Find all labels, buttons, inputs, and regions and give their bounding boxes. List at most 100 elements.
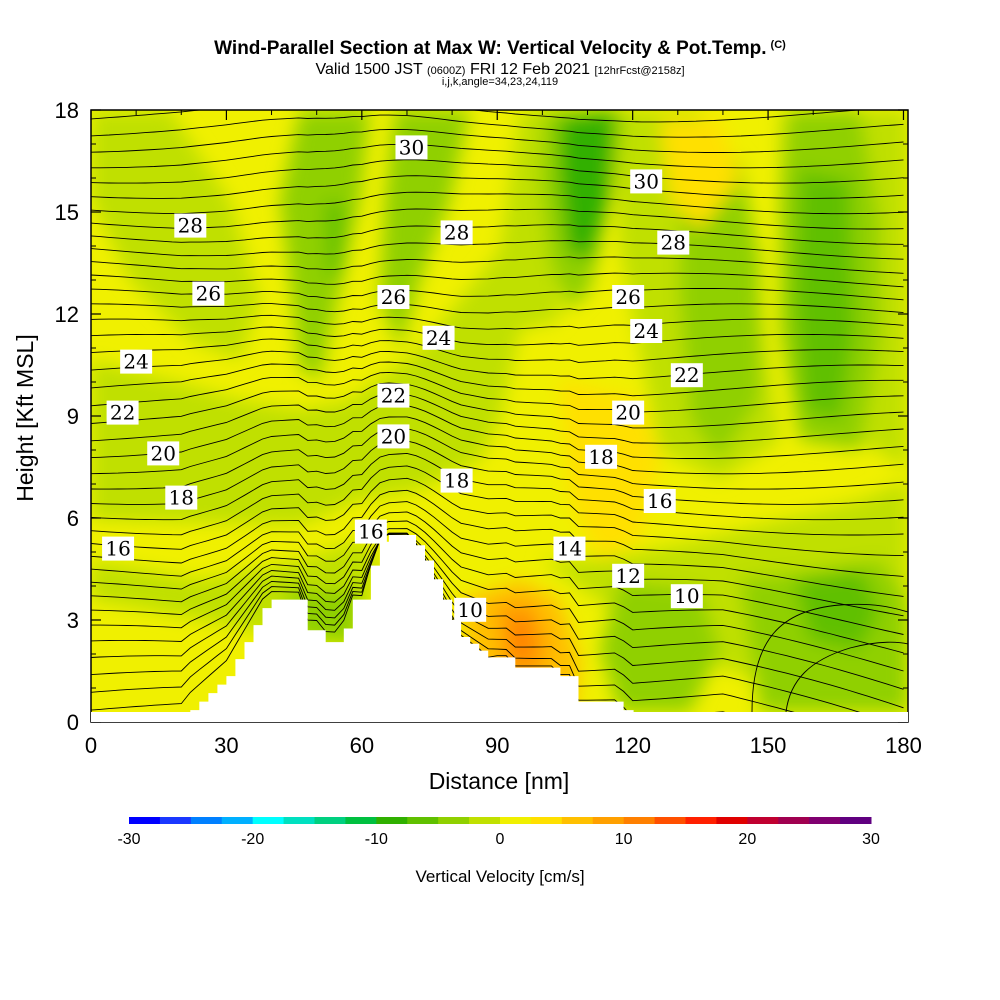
contour-label-box	[612, 400, 645, 425]
x-tick-label: 120	[614, 733, 651, 758]
contour-label-box	[120, 349, 153, 374]
contour-label-box	[612, 285, 645, 309]
isentrope-line	[91, 256, 904, 274]
colorbar-swatch	[252, 817, 285, 824]
below-ground-band	[91, 712, 908, 722]
contour-label: 12	[615, 564, 640, 588]
isentrope-line	[91, 371, 904, 413]
copyright-mark: (C)	[770, 39, 786, 51]
grid-info: i,j,k,angle=34,23,24,119	[441, 76, 559, 88]
x-tick-label: 180	[885, 733, 922, 758]
isentrope-line	[91, 382, 904, 429]
contour-label: 24	[633, 319, 658, 343]
contour-label: 26	[615, 285, 640, 309]
contour-label: 14	[557, 537, 582, 561]
colorbar-tick-label: -10	[365, 831, 388, 848]
contour-label-box	[657, 230, 690, 255]
contour-label-box	[630, 169, 663, 194]
isentrope-line	[91, 240, 904, 260]
isentrope-line	[91, 114, 904, 138]
isentrope-line	[91, 520, 904, 635]
isentrope-line	[91, 532, 904, 709]
isentrope-line	[91, 224, 904, 245]
contour-label: 10	[674, 584, 699, 608]
contour-label: 18	[169, 486, 194, 510]
valid-utc: (0600Z)	[426, 65, 466, 77]
isentrope-line	[91, 175, 904, 199]
isentrope-line	[91, 532, 726, 712]
contour-label-box	[454, 597, 487, 622]
colorbar-swatch	[592, 817, 625, 824]
colorbar-swatch	[376, 817, 408, 824]
contour-label: 26	[381, 285, 406, 309]
colorbar-swatch	[778, 817, 810, 824]
contour-label: 16	[105, 537, 130, 561]
forecast-info: [12hrFcst@2158z]	[594, 65, 685, 77]
isentrope-line	[91, 477, 904, 557]
isentrope-line	[91, 465, 904, 536]
contour-label-box	[630, 319, 663, 343]
contour-label: 24	[426, 326, 451, 350]
contour-label: 18	[444, 469, 469, 493]
contour-label: 22	[110, 401, 135, 425]
colorbar-swatch	[809, 817, 841, 824]
isentrope-line	[91, 191, 904, 215]
colorbar-tick-label: 30	[862, 831, 880, 848]
colorbar-swatch	[561, 817, 594, 824]
y-tick-label: 3	[67, 608, 79, 633]
isentrope-line	[751, 603, 908, 712]
isentrope-line	[91, 440, 904, 505]
colorbar-swatch	[500, 817, 532, 824]
y-tick-label: 18	[55, 98, 79, 123]
contour-label-box	[422, 325, 455, 350]
contour-label-box	[102, 536, 135, 561]
colorbar-swatch	[345, 817, 377, 824]
chart-subtitle: Valid 1500 JST (0600Z) FRI 12 Feb 2021 […	[0, 61, 1000, 79]
colorbar-label: Vertical Velocity [cm/s]	[415, 867, 584, 886]
x-tick-label: 150	[750, 733, 787, 758]
colorbar-swatch	[407, 817, 439, 824]
terrain	[190, 535, 634, 724]
colorbar-swatch	[221, 817, 254, 824]
contour-label: 20	[381, 424, 406, 448]
colorbar-swatch	[190, 817, 223, 824]
contour-label-box	[174, 213, 207, 238]
isentrope-line	[91, 532, 861, 712]
contour-label: 30	[399, 135, 424, 159]
contour-label: 16	[647, 489, 672, 513]
colorbar-tick-label: 10	[615, 831, 633, 848]
colorbar-swatch	[314, 817, 346, 824]
contour-label: 16	[358, 520, 383, 544]
colorbar-swatch	[530, 817, 563, 824]
isentrope-line	[91, 511, 904, 617]
isentrope-line	[91, 532, 795, 712]
x-tick-label: 60	[350, 733, 374, 758]
contour-label-box	[670, 363, 703, 388]
contour-label-box	[395, 135, 428, 160]
isentrope-line	[91, 428, 904, 490]
valid-time: Valid 1500 JST	[315, 61, 423, 78]
contour-label-box	[612, 563, 645, 588]
isentrope-line	[91, 338, 904, 363]
x-tick-label: 0	[85, 733, 97, 758]
isentrope-line	[91, 350, 904, 380]
contour-label: 26	[196, 282, 221, 306]
contour-label-box	[165, 485, 198, 510]
contour-label: 22	[381, 384, 406, 408]
contour-label-box	[440, 468, 473, 493]
contour-label-box	[585, 444, 618, 469]
contour-label-box	[377, 424, 410, 449]
y-tick-label: 6	[67, 506, 79, 531]
contour-label: 28	[661, 231, 686, 255]
y-tick-label: 0	[67, 710, 79, 735]
isentrope-line	[91, 208, 904, 230]
y-axis-label: Height [Kft MSL]	[12, 334, 38, 501]
contour-label: 20	[150, 441, 175, 465]
x-axis-label: Distance [nm]	[429, 768, 570, 794]
contour-label-box	[377, 285, 410, 309]
isentrope-line	[91, 404, 904, 459]
contour-label-box	[553, 536, 586, 561]
x-tick-label: 30	[214, 733, 238, 758]
